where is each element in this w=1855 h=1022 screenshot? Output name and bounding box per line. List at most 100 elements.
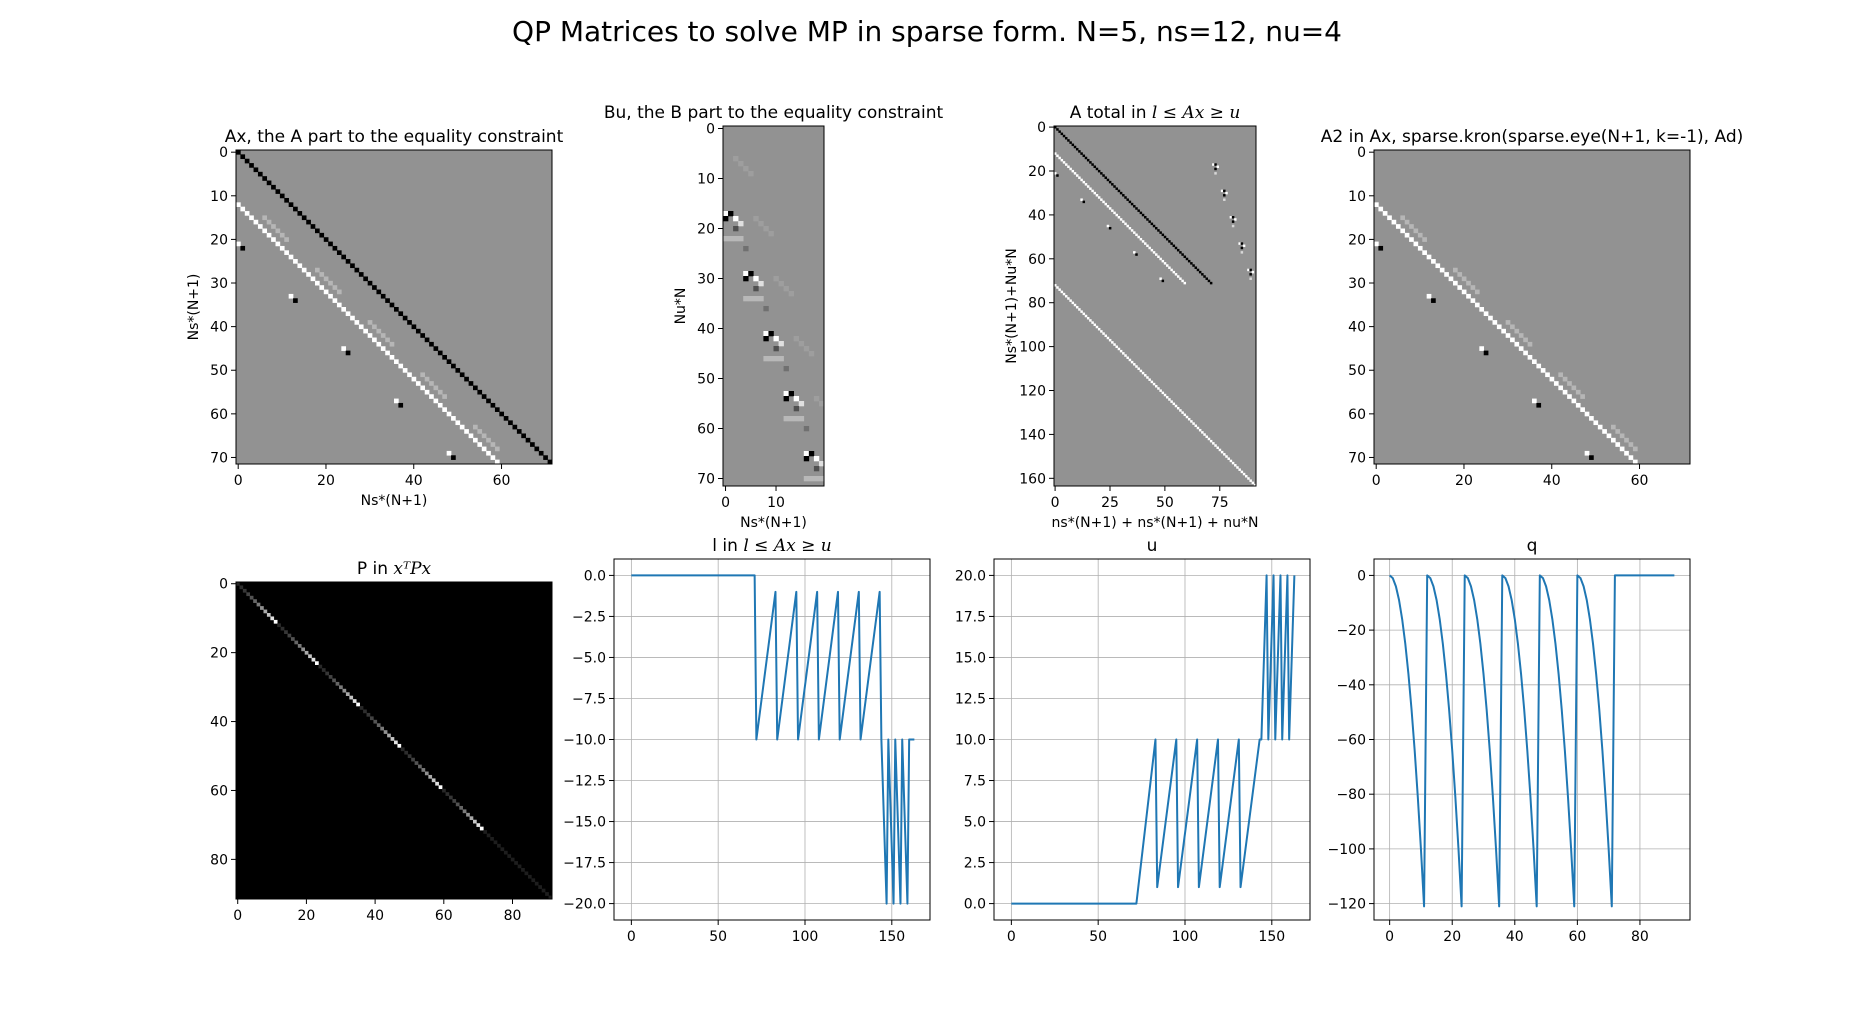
- subdiagonal-cell: [1404, 232, 1410, 238]
- diagonal-cell: [1181, 253, 1184, 256]
- subdiagonal-cell: [1183, 281, 1187, 285]
- diagonal-cell: [1137, 209, 1140, 212]
- subdiagonal-cell: [1597, 424, 1603, 430]
- diagonal-cell: [1062, 134, 1066, 138]
- x-tick-label: 60: [435, 908, 453, 924]
- y-axis-label: Ns*(N+1)+Nu*N: [1004, 248, 1020, 363]
- diagonal-cell: [369, 716, 374, 721]
- identity-cell: [1216, 446, 1219, 449]
- identity-cell: [1209, 439, 1213, 443]
- coupling-cell: [1135, 253, 1138, 256]
- y-tick-label: −20: [1336, 623, 1366, 639]
- y-tick-label: 60: [210, 783, 228, 799]
- diagonal-cell: [394, 307, 399, 312]
- coupling-cell: [1431, 298, 1436, 303]
- subdiagonal-cell: [293, 259, 298, 264]
- coupling-cell: [1619, 433, 1625, 439]
- y-tick-label: 0.0: [964, 897, 986, 913]
- subdiagonal-cell: [1540, 368, 1546, 373]
- subdiagonal-cell: [306, 272, 311, 277]
- input-cell: [773, 346, 779, 352]
- input-cell: [728, 236, 734, 242]
- input-cell: [738, 221, 744, 227]
- identity-cell: [1192, 422, 1195, 425]
- identity-cell: [1084, 314, 1088, 318]
- input-cell: [1223, 194, 1226, 197]
- subdiagonal-cell: [257, 224, 263, 229]
- diagonal-cell: [366, 712, 371, 717]
- diagonal-cell: [1078, 150, 1081, 153]
- diagonal-cell: [1146, 218, 1149, 221]
- y-tick-label: 100: [1019, 340, 1046, 356]
- y-tick-label: 50: [697, 372, 715, 388]
- input-cell: [738, 161, 744, 167]
- diagonal-cell: [503, 416, 509, 421]
- identity-cell: [1091, 321, 1094, 324]
- coupling-cell: [420, 372, 426, 378]
- coupling-cell: [1453, 267, 1458, 273]
- input-cell: [1234, 218, 1237, 221]
- diagonal-cell: [297, 211, 303, 216]
- coupling-cell: [262, 215, 268, 221]
- diagonal-cell: [442, 354, 447, 360]
- diagonal-cell: [473, 385, 478, 391]
- heatmap-ax: 0 20 40 60 0 10 20 30 40 50 60 70 Ax, the A part to …: [186, 127, 564, 509]
- identity-cell: [1187, 417, 1191, 421]
- subdiagonal-cell: [1060, 158, 1064, 162]
- subdiagonal-cell: [1133, 231, 1136, 234]
- diagonal-cell: [451, 363, 456, 369]
- diagonal-cell: [328, 675, 333, 679]
- input-cell: [733, 156, 739, 162]
- identity-cell: [1218, 448, 1222, 452]
- diagonal-cell: [308, 654, 312, 659]
- coupling-cell: [1589, 455, 1594, 460]
- diagonal-cell: [411, 757, 415, 762]
- diagonal-cell: [350, 263, 355, 269]
- subdiagonal-cell: [1174, 273, 1178, 276]
- y-tick-label: 30: [697, 272, 715, 288]
- subdiagonal-cell: [1453, 280, 1458, 286]
- diagonal-cell: [1126, 198, 1129, 201]
- subdiagonal-cell: [1135, 233, 1138, 237]
- input-cell: [763, 356, 769, 362]
- subdiagonal-cell: [244, 211, 250, 216]
- y-tick-label: 50: [1348, 363, 1366, 379]
- subdiagonal-cell: [1168, 266, 1171, 269]
- diagonal-cell: [321, 668, 326, 672]
- diagonal-cell: [345, 259, 351, 264]
- identity-cell: [1071, 301, 1075, 305]
- diagonal-cell: [279, 193, 285, 199]
- identity-cell: [1201, 431, 1204, 434]
- diagonal-cell: [284, 630, 288, 634]
- coupling-cell: [345, 350, 351, 356]
- input-cell: [783, 366, 789, 372]
- coupling-cell: [1615, 429, 1621, 434]
- identity-cell: [1135, 365, 1138, 368]
- diagonal-cell: [424, 337, 430, 343]
- y-tick-label: 0: [1357, 145, 1366, 161]
- diagonal-cell: [310, 224, 316, 229]
- diagonal-cell: [352, 699, 357, 703]
- subdiagonal-cell: [1413, 241, 1419, 247]
- subdiagonal-cell: [1558, 385, 1564, 391]
- input-cell: [723, 216, 729, 222]
- diagonal-cell: [239, 585, 244, 590]
- input-cell: [753, 216, 759, 222]
- diagonal-cell: [328, 241, 333, 247]
- identity-cell: [1163, 393, 1167, 397]
- diagonal-cell: [1102, 174, 1105, 177]
- coupling-cell: [1505, 320, 1511, 325]
- identity-cell: [1245, 475, 1248, 478]
- diagonal-cell: [1133, 205, 1136, 208]
- input-cell: [1249, 277, 1252, 280]
- coupling-cell: [372, 324, 377, 330]
- coupling-cell: [1558, 372, 1564, 378]
- subdiagonal-cell: [1611, 437, 1616, 443]
- identity-cell: [1060, 290, 1064, 294]
- diagonal-cell: [514, 861, 518, 865]
- y-tick-label: 0: [219, 145, 228, 161]
- coupling-cell: [451, 455, 456, 460]
- x-tick-label: 80: [1631, 929, 1649, 945]
- input-cell: [778, 341, 784, 347]
